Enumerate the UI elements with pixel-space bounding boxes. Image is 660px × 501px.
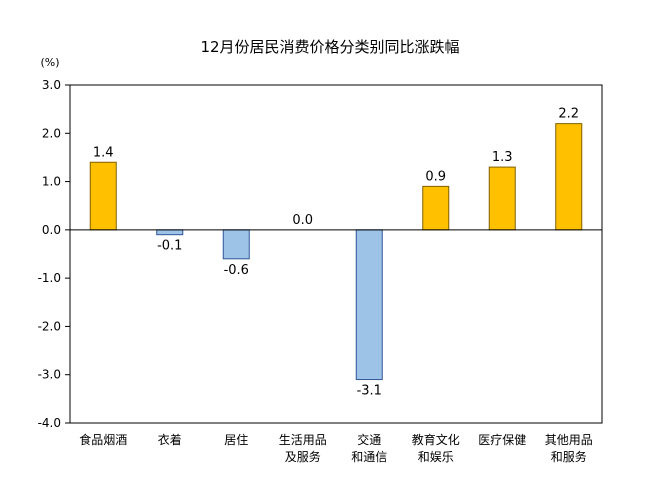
x-category-label: 和通信 <box>351 450 387 464</box>
y-tick-label: -3.0 <box>38 368 61 382</box>
x-category-label: 其他用品 <box>545 433 593 447</box>
x-category-label: 教育文化 <box>412 432 460 447</box>
data-label: 1.4 <box>93 145 114 160</box>
x-category-label: 居住 <box>224 433 248 447</box>
bar <box>555 123 583 231</box>
y-tick-label: -1.0 <box>38 271 61 285</box>
y-axis: 3.0 2.0 1.0 0.0 -1.0 -2.0 -3.0 -4.0 <box>38 78 70 430</box>
y-tick-label: 1.0 <box>42 175 61 189</box>
y-tick-label: -2.0 <box>38 319 61 333</box>
bar <box>422 185 450 231</box>
data-label: 2.2 <box>558 107 579 122</box>
y-tick-label: 0.0 <box>42 223 61 237</box>
bar <box>222 229 250 260</box>
y-tick-label: 2.0 <box>42 126 61 140</box>
x-category-label: 生活用品 <box>279 433 327 447</box>
data-label: -0.6 <box>224 263 249 278</box>
x-category-label: 和服务 <box>551 449 587 464</box>
data-label: 1.3 <box>492 150 513 165</box>
y-tick-label: -4.0 <box>38 416 61 430</box>
data-labels: 1.4 -0.1 -0.6 0.0 -3.1 0.9 1.3 2.2 <box>93 107 579 399</box>
data-label: 0.0 <box>292 213 313 228</box>
bars <box>89 123 583 381</box>
y-axis-unit: (%) <box>40 56 59 69</box>
data-label: 0.9 <box>425 169 446 184</box>
data-label: -3.1 <box>357 384 382 399</box>
bar <box>355 229 383 381</box>
x-category-label: 医疗保健 <box>478 433 526 447</box>
y-tick-label: 3.0 <box>42 78 61 92</box>
bar <box>488 166 516 231</box>
plot-area-frame <box>69 84 603 424</box>
data-label: -0.1 <box>157 239 182 254</box>
x-category-label: 及服务 <box>285 449 321 464</box>
x-category-label: 交通 <box>357 432 381 447</box>
bar <box>89 161 117 231</box>
chart-title: 12月份居民消费价格分类别同比涨跌幅 <box>200 38 459 56</box>
x-category-label: 和娱乐 <box>418 450 454 464</box>
x-category-label: 食品烟酒 <box>79 432 127 447</box>
bar <box>156 229 184 236</box>
x-category-label: 衣着 <box>158 432 182 447</box>
